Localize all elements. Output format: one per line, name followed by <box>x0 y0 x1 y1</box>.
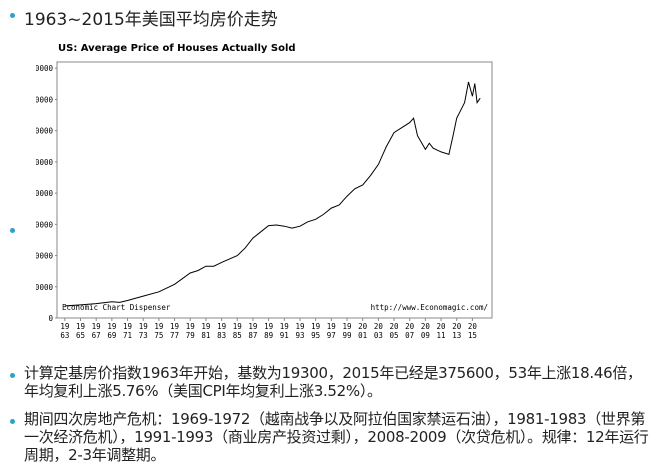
x-tick-label: 19 71 <box>123 322 132 338</box>
x-tick-label: 19 81 <box>201 322 210 338</box>
x-tick-label: 20 03 <box>374 322 384 338</box>
y-tick-label: 300000 <box>36 127 53 136</box>
x-tick-label: 19 77 <box>170 322 179 338</box>
chart: US: Average Price of Houses Actually Sol… <box>36 43 493 338</box>
x-tick-label: 19 63 <box>60 322 69 338</box>
bullet-dot <box>10 373 15 378</box>
x-tick-label: 20 01 <box>358 322 368 338</box>
x-tick-label: 19 99 <box>342 322 351 338</box>
x-tick-label: 19 73 <box>139 322 148 338</box>
y-tick-label: 50000 <box>36 283 53 292</box>
x-tick-label: 19 91 <box>280 322 289 338</box>
y-tick-label: 400000 <box>36 64 53 73</box>
y-tick-label: 200000 <box>36 189 53 198</box>
x-tick-label: 19 67 <box>92 322 101 338</box>
data-line <box>64 81 481 307</box>
x-tick-label: 19 95 <box>311 322 320 338</box>
x-tick-label: 20 15 <box>468 322 478 338</box>
x-tick-label: 19 97 <box>327 322 336 338</box>
x-tick-label: 19 69 <box>107 322 116 338</box>
y-tick-label: 150000 <box>36 220 53 229</box>
x-tick-label: 19 65 <box>76 322 85 338</box>
x-tick-label: 20 09 <box>421 322 431 338</box>
y-tick-label: 250000 <box>36 158 53 167</box>
annotation: Economic Chart Dispenser <box>62 303 171 312</box>
x-tick-label: 19 87 <box>248 322 257 338</box>
y-tick-label: 0 <box>48 314 53 323</box>
plot-frame <box>56 61 493 319</box>
bullet-dot <box>10 13 15 18</box>
x-tick-label: 20 05 <box>390 322 400 338</box>
x-tick-label: 19 93 <box>295 322 304 338</box>
bullet-dot <box>10 419 15 424</box>
slide-title: 1963~2015年美国平均房价走势 <box>24 10 278 30</box>
x-tick-label: 20 13 <box>452 322 462 338</box>
x-tick-label: 19 79 <box>186 322 195 338</box>
x-tick-label: 20 11 <box>437 322 447 338</box>
bullet-dot <box>10 228 15 233</box>
annotation: http://www.Economagic.com/ <box>371 303 488 312</box>
x-tick-label: 19 75 <box>154 322 163 338</box>
chart-title: US: Average Price of Houses Actually Sol… <box>58 43 296 54</box>
x-tick-label: 19 89 <box>264 322 273 338</box>
x-tick-label: 19 83 <box>217 322 226 338</box>
x-tick-label: 20 07 <box>405 322 415 338</box>
y-tick-label: 100000 <box>36 252 53 261</box>
x-tick-label: 19 85 <box>233 322 242 338</box>
bullet-text: 期间四次房地产危机：1969-1972（越南战争以及阿拉伯国家禁运石油），198… <box>24 410 649 464</box>
y-tick-label: 350000 <box>36 95 53 104</box>
bullet-text: 计算定基房价指数1963年开始，基数为19300，2015年已经是375600，… <box>24 364 642 400</box>
